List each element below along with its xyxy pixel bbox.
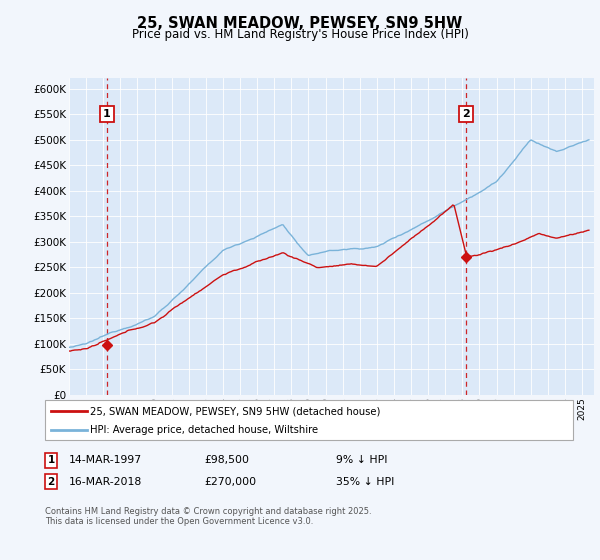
Text: £270,000: £270,000 — [204, 477, 256, 487]
Text: 25, SWAN MEADOW, PEWSEY, SN9 5HW: 25, SWAN MEADOW, PEWSEY, SN9 5HW — [137, 16, 463, 31]
Text: HPI: Average price, detached house, Wiltshire: HPI: Average price, detached house, Wilt… — [90, 425, 318, 435]
Text: 9% ↓ HPI: 9% ↓ HPI — [336, 455, 388, 465]
Text: 16-MAR-2018: 16-MAR-2018 — [69, 477, 142, 487]
Text: Contains HM Land Registry data © Crown copyright and database right 2025.
This d: Contains HM Land Registry data © Crown c… — [45, 507, 371, 526]
Text: 35% ↓ HPI: 35% ↓ HPI — [336, 477, 394, 487]
Text: £98,500: £98,500 — [204, 455, 249, 465]
Text: 1: 1 — [103, 109, 110, 119]
Text: 14-MAR-1997: 14-MAR-1997 — [69, 455, 142, 465]
Text: 2: 2 — [47, 477, 55, 487]
Text: 25, SWAN MEADOW, PEWSEY, SN9 5HW (detached house): 25, SWAN MEADOW, PEWSEY, SN9 5HW (detach… — [90, 407, 380, 417]
Text: Price paid vs. HM Land Registry's House Price Index (HPI): Price paid vs. HM Land Registry's House … — [131, 28, 469, 41]
Text: 1: 1 — [47, 455, 55, 465]
Text: 2: 2 — [462, 109, 470, 119]
